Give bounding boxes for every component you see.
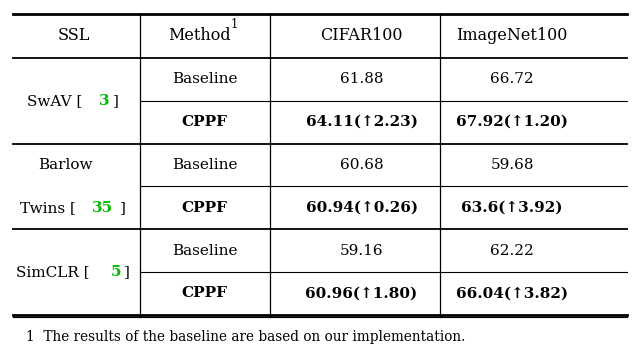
Text: Barlow: Barlow: [38, 158, 93, 172]
Text: 3: 3: [99, 94, 109, 108]
Text: Twins [: Twins [: [20, 201, 76, 215]
Text: 35: 35: [92, 201, 113, 215]
Text: CPPF: CPPF: [182, 286, 228, 301]
Text: SwAV [: SwAV [: [28, 94, 83, 108]
Text: Method: Method: [168, 27, 231, 44]
Text: ]: ]: [113, 94, 118, 108]
Text: 61.88: 61.88: [340, 72, 383, 86]
Text: Baseline: Baseline: [172, 72, 237, 86]
Text: SimCLR [: SimCLR [: [15, 265, 89, 279]
Text: 60.68: 60.68: [340, 158, 383, 172]
Text: 5: 5: [111, 265, 121, 279]
Text: 60.96(↑1.80): 60.96(↑1.80): [305, 286, 418, 301]
Text: 64.11(↑2.23): 64.11(↑2.23): [306, 115, 417, 129]
Text: Baseline: Baseline: [172, 243, 237, 258]
Text: ]: ]: [124, 265, 130, 279]
Text: 59.16: 59.16: [340, 243, 383, 258]
Text: 1  The results of the baseline are based on our implementation.: 1 The results of the baseline are based …: [26, 330, 465, 345]
Text: CPPF: CPPF: [182, 201, 228, 215]
Text: 66.04(↑3.82): 66.04(↑3.82): [456, 286, 568, 301]
Text: 62.22: 62.22: [490, 243, 534, 258]
Text: CIFAR100: CIFAR100: [321, 27, 403, 44]
Text: 67.92(↑1.20): 67.92(↑1.20): [456, 115, 568, 129]
Text: CPPF: CPPF: [182, 115, 228, 129]
Text: 66.72: 66.72: [490, 72, 534, 86]
Text: SSL: SSL: [58, 27, 90, 44]
Text: Baseline: Baseline: [172, 158, 237, 172]
Text: 59.68: 59.68: [490, 158, 534, 172]
Text: 1: 1: [230, 19, 238, 31]
Text: 60.94(↑0.26): 60.94(↑0.26): [305, 201, 418, 215]
Text: 63.6(↑3.92): 63.6(↑3.92): [461, 201, 563, 215]
Text: ImageNet100: ImageNet100: [456, 27, 568, 44]
Text: ]: ]: [120, 201, 125, 215]
